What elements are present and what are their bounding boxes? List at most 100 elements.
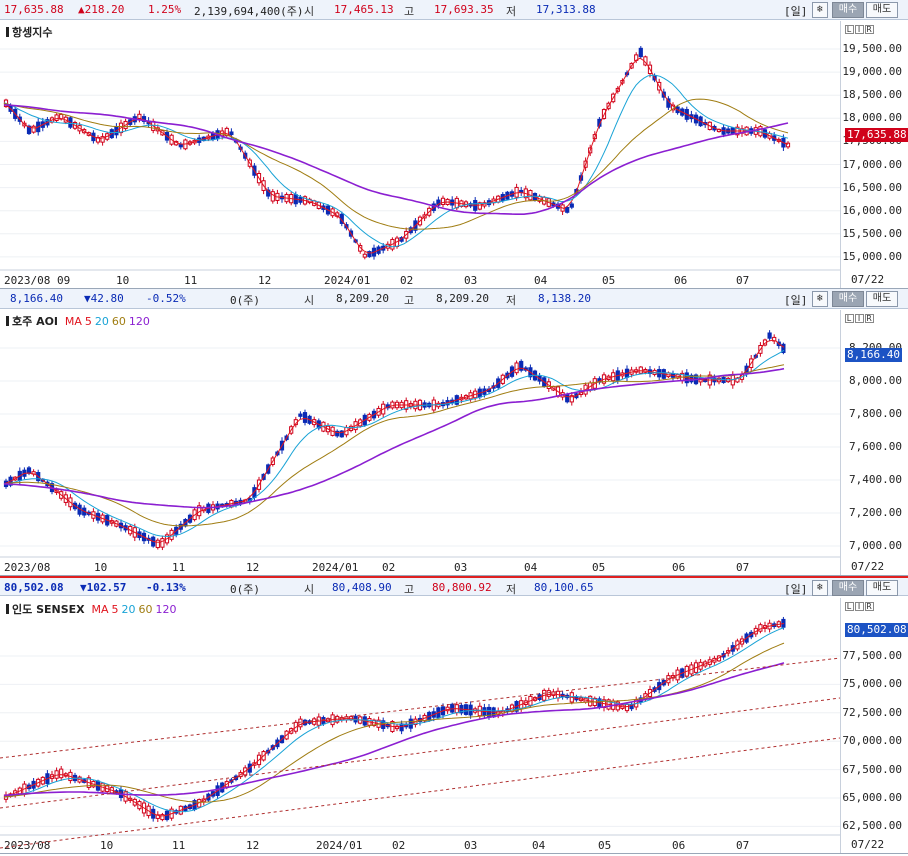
chart-plot[interactable]: 항셍지수 2023/08 09 10 11 12 2024/01 02 03 04 05 06 07 <box>0 21 840 288</box>
moving-average-line <box>3 104 789 215</box>
candle <box>477 202 482 210</box>
moving-average-line <box>3 364 785 527</box>
candle <box>781 343 786 354</box>
price: 17,635.88 <box>4 3 64 16</box>
x-tick-label: 10 <box>100 839 113 852</box>
x-tick-label: 11 <box>172 839 185 852</box>
volume: 2,139,694,400(주) <box>194 5 304 18</box>
candle <box>367 251 372 258</box>
change-percent: 1.25% <box>148 3 182 16</box>
sell-button[interactable]: 매도 <box>866 291 898 307</box>
y-tick-label: 18,500.00 <box>842 88 902 102</box>
buy-button[interactable]: 매수 <box>832 291 864 307</box>
moving-average-line <box>3 642 785 803</box>
y-tick-label: 70,000.00 <box>842 734 902 748</box>
candle <box>266 189 271 197</box>
change: ▼102.57 <box>80 581 127 594</box>
gear-icon[interactable]: ❄ <box>812 580 828 596</box>
candle <box>302 412 308 423</box>
x-tick-label: 2024/01 <box>312 561 358 574</box>
x-tick-label: 06 <box>672 839 685 852</box>
y-tick-label: 16,500.00 <box>842 180 902 194</box>
current-date: 07/22 <box>851 560 885 573</box>
period-button[interactable]: [일] <box>784 294 808 307</box>
y-tick-label: 67,500.00 <box>842 762 902 776</box>
moving-average-line <box>3 57 789 254</box>
candle <box>519 360 524 371</box>
x-tick-label: 03 <box>464 839 477 852</box>
candle <box>298 413 303 417</box>
moving-average-line <box>3 662 785 797</box>
y-tick-label: 15,500.00 <box>842 226 902 240</box>
y-tick-label: 17,000.00 <box>842 157 902 171</box>
y-tick-label: 75,000.00 <box>842 677 902 691</box>
chart-plot[interactable]: 호주 AOI MA 5 20 60 120 2023/08 10 11 12 2024/01 02… <box>0 310 840 575</box>
chart-title: 인도 SENSEX MA 5 20 60 120 <box>6 601 177 617</box>
chart-title: 호주 AOI MA 5 20 60 120 <box>6 313 150 329</box>
current-price-tag: 17,635.88 <box>845 128 908 142</box>
candle <box>450 703 455 713</box>
moving-average-line <box>3 349 785 538</box>
chart-plot[interactable]: 인도 SENSEX MA 5 20 60 120 2023/08 10 11 12 2024/0… <box>0 598 841 853</box>
y-tick-label: 8,000.00 <box>849 374 902 387</box>
buy-button[interactable]: 매수 <box>832 580 864 596</box>
sell-button[interactable]: 매도 <box>866 2 898 18</box>
change-percent: -0.52% <box>146 292 186 305</box>
x-tick-label: 11 <box>184 274 197 287</box>
moving-average-line <box>3 627 785 813</box>
high-label: 고 <box>404 5 415 18</box>
low-label: 저 <box>506 583 517 596</box>
moving-average-line <box>3 623 785 817</box>
candle <box>270 191 275 202</box>
price-axis[interactable]: LIR 8,200.008,000.007,800.007,600.007,40… <box>840 310 908 575</box>
high-value: 80,800.92 <box>432 581 492 594</box>
sell-button[interactable]: 매도 <box>866 580 898 596</box>
volume: 0(주) <box>230 583 260 596</box>
x-tick-label: 05 <box>598 839 611 852</box>
candle <box>440 197 446 205</box>
x-tick-label: 04 <box>534 274 548 287</box>
buy-button[interactable]: 매수 <box>832 2 864 18</box>
x-tick-label: 04 <box>532 839 546 852</box>
chart-svg: 2023/08 10 11 12 2024/01 02 03 04 05 06 07 <box>0 330 840 574</box>
candle <box>569 203 574 208</box>
quote-bar: 80,502.08 ▼102.57 -0.13% 0(주) 시 80,408.9… <box>0 576 908 596</box>
trend-channel-line <box>0 657 841 759</box>
x-tick-label: 2023/08 <box>4 839 50 852</box>
candle <box>54 114 59 121</box>
y-tick-label: 7,800.00 <box>849 407 902 420</box>
high-value: 17,693.35 <box>434 3 494 16</box>
x-tick-label: 11 <box>172 561 185 574</box>
candle <box>565 393 570 403</box>
chart-title: 항셍지수 <box>6 24 52 40</box>
x-tick-label: 12 <box>246 561 259 574</box>
x-tick-label: 07 <box>736 561 749 574</box>
chart-svg: 2023/08 10 11 12 2024/01 02 03 04 05 06 07 <box>0 616 841 852</box>
gear-icon[interactable]: ❄ <box>812 2 828 18</box>
y-tick-label: 62,500.00 <box>842 819 902 833</box>
x-tick-label: 04 <box>524 561 538 574</box>
candle <box>137 113 142 119</box>
x-tick-label: 12 <box>258 274 271 287</box>
candle <box>565 206 570 213</box>
current-price-tag: 80,502.08 <box>845 623 908 637</box>
gear-icon[interactable]: ❄ <box>812 291 828 307</box>
moving-average-line <box>3 74 789 248</box>
period-button[interactable]: [일] <box>784 5 808 18</box>
period-button[interactable]: [일] <box>784 583 808 596</box>
candle <box>638 47 643 58</box>
open-label: 시 <box>304 294 315 307</box>
chart-svg: 2023/08 09 10 11 12 2024/01 02 03 04 05 06 07 <box>0 46 840 287</box>
price: 80,502.08 <box>4 581 64 594</box>
x-tick-label: 06 <box>672 561 685 574</box>
x-tick-label: 10 <box>94 561 107 574</box>
candle <box>335 430 340 437</box>
change-percent: -0.13% <box>146 581 186 594</box>
y-tick-label: 7,000.00 <box>849 539 902 552</box>
x-tick-label: 05 <box>602 274 615 287</box>
